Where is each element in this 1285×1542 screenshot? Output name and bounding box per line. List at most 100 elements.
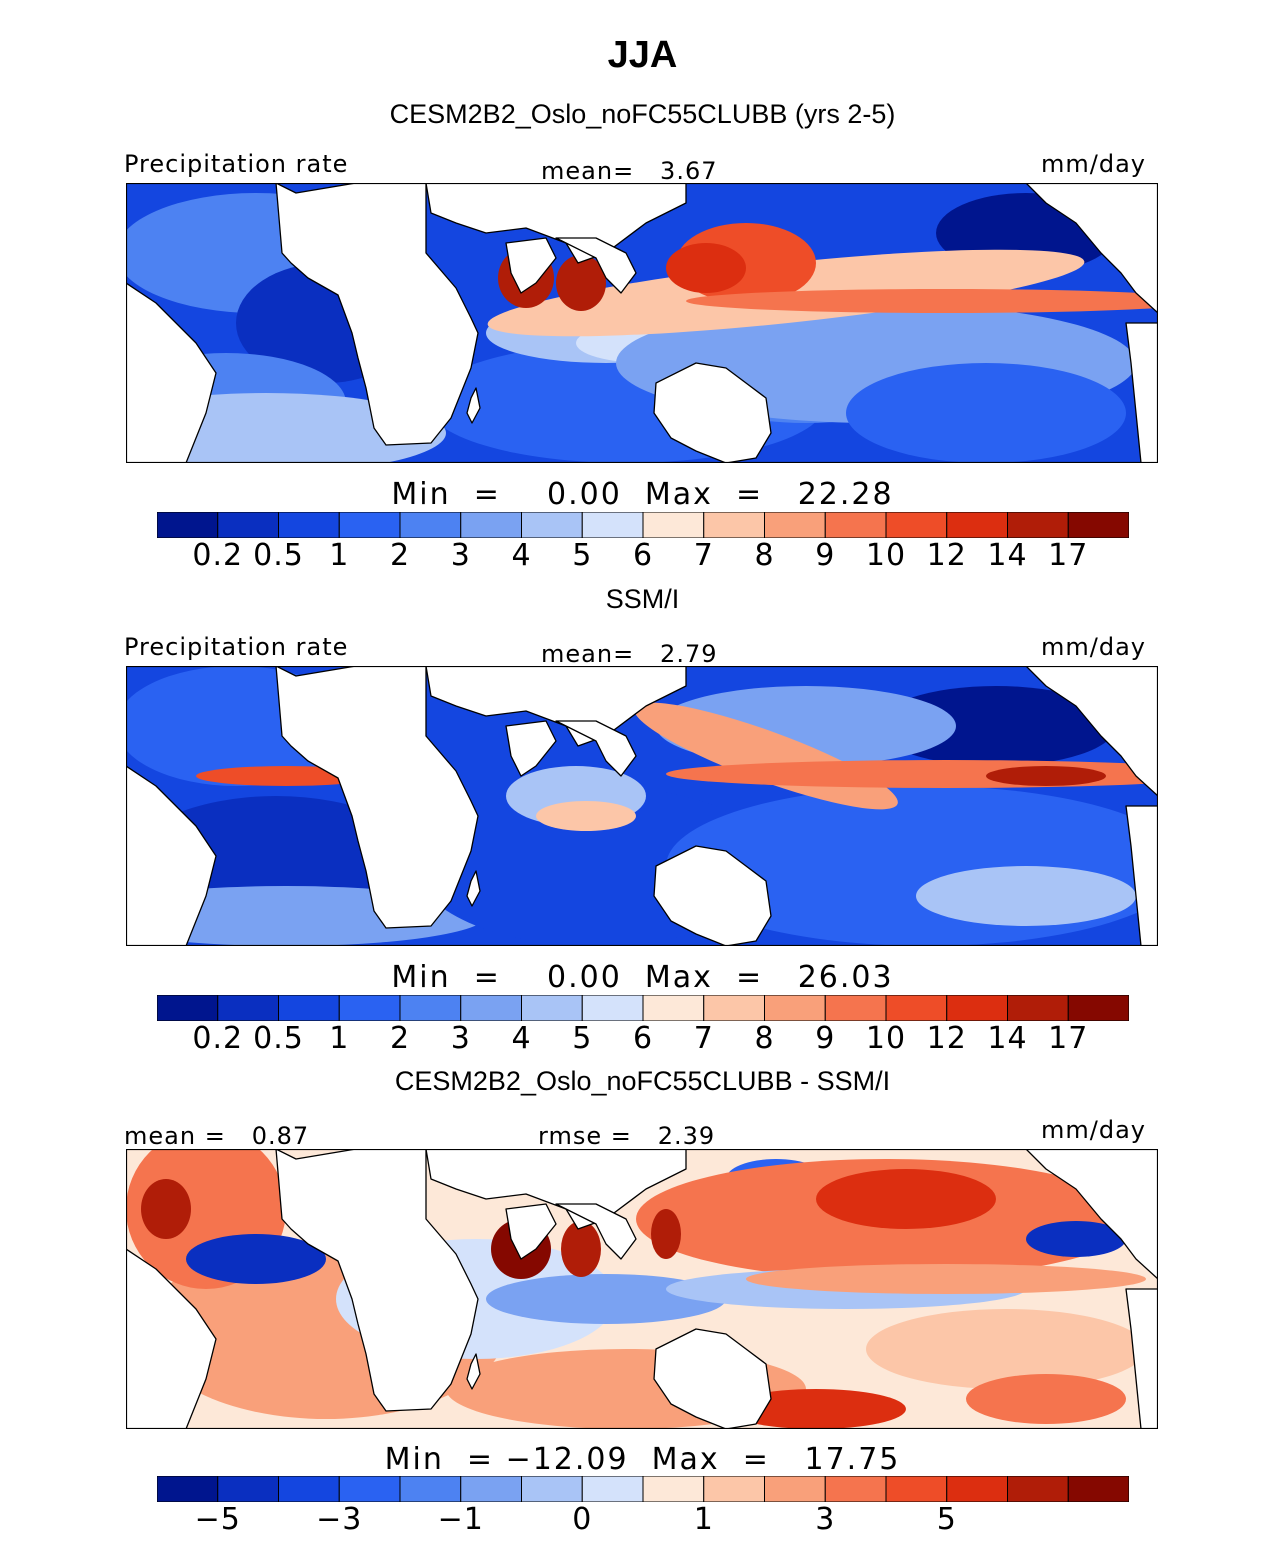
colorbar-swatch bbox=[521, 995, 583, 1021]
colorbar-tick-label: 3 bbox=[815, 1502, 836, 1537]
colorbar-tick-label: 0 bbox=[572, 1502, 593, 1537]
land-outline bbox=[126, 282, 217, 463]
panel-2-variable-label: Precipitation rate bbox=[124, 633, 349, 661]
panel-3-units-label: mm/day bbox=[1041, 1116, 1146, 1144]
land-outline bbox=[653, 362, 772, 463]
land-outline bbox=[505, 720, 557, 777]
land-outline bbox=[466, 1353, 481, 1390]
colorbar-tick-label: 0.5 bbox=[253, 538, 304, 573]
colorbar-swatch bbox=[946, 512, 1008, 538]
panel-3-title: CESM2B2_Oslo_noFC55CLUBB - SSM/I bbox=[394, 1066, 891, 1096]
colorbar-swatch bbox=[581, 512, 644, 538]
panel-3-rmse-label: rmse = 2.39 bbox=[538, 1122, 716, 1150]
panel-3-colorbar-ticks: −5 −3 −1 0 1 3 5 bbox=[157, 1502, 1129, 1542]
precip-contour bbox=[846, 363, 1126, 463]
colorbar-tick-label: 3 bbox=[450, 1021, 471, 1056]
colorbar-tick-label: −5 bbox=[194, 1502, 241, 1537]
land-outline bbox=[1025, 183, 1158, 314]
colorbar-swatch bbox=[157, 995, 219, 1021]
panel-3-map bbox=[126, 1149, 1158, 1429]
colorbar-tick-label: 4 bbox=[511, 1021, 532, 1056]
colorbar-swatch bbox=[521, 1476, 583, 1502]
colorbar-swatch bbox=[703, 995, 765, 1021]
precip-contour bbox=[876, 686, 1116, 766]
colorbar-swatch bbox=[642, 1476, 705, 1502]
colorbar-tick-label: 6 bbox=[632, 538, 654, 573]
colorbar-tick-label: 5 bbox=[572, 538, 593, 573]
colorbar-tick-label: 10 bbox=[865, 538, 907, 573]
land-outline bbox=[126, 765, 217, 946]
land-outline bbox=[275, 1149, 479, 1412]
colorbar-tick-label: −3 bbox=[316, 1502, 363, 1537]
colorbar-swatch bbox=[764, 995, 826, 1021]
colorbar-tick-label: 7 bbox=[693, 1021, 714, 1056]
colorbar-tick-label: 9 bbox=[815, 1021, 836, 1056]
colorbar-tick-label: 8 bbox=[754, 538, 775, 573]
panel-1-colorbar-ticks: 0.2 0.5 1 2 3 4 5 6 7 8 9 10 12 14 17 bbox=[157, 538, 1129, 578]
colorbar-tick-label: 0.2 bbox=[192, 1021, 244, 1056]
colorbar-swatch bbox=[460, 512, 522, 538]
colorbar-swatch bbox=[157, 512, 219, 538]
precip-contour bbox=[816, 1169, 996, 1229]
colorbar-tick-label: 0.2 bbox=[192, 538, 244, 573]
precip-contour bbox=[866, 1309, 1146, 1389]
colorbar-swatch bbox=[338, 1476, 401, 1502]
precip-contour bbox=[666, 243, 746, 293]
colorbar-swatch bbox=[764, 1476, 826, 1502]
colorbar-tick-label: 2 bbox=[389, 538, 411, 573]
land-outline bbox=[1125, 805, 1158, 946]
land-outline bbox=[555, 720, 637, 777]
panel-1-colorbar bbox=[157, 512, 1129, 538]
land-outline bbox=[1025, 1149, 1158, 1280]
colorbar-tick-label: 12 bbox=[926, 538, 967, 573]
panel-2-colorbar bbox=[157, 995, 1129, 1021]
panel-2-units-label: mm/day bbox=[1041, 633, 1146, 661]
colorbar-swatch bbox=[217, 512, 279, 538]
land-outline bbox=[1125, 1288, 1158, 1429]
colorbar-swatch bbox=[338, 995, 401, 1021]
precip-contour bbox=[486, 1274, 726, 1324]
panel-1-title: CESM2B2_Oslo_noFC55CLUBB (yrs 2-5) bbox=[389, 99, 896, 129]
precip-contour bbox=[561, 1221, 601, 1277]
land-outline bbox=[1125, 322, 1158, 463]
colorbar-tick-label: 14 bbox=[987, 1021, 1028, 1056]
figure-title: JJA bbox=[607, 34, 678, 76]
precip-contour bbox=[536, 801, 636, 831]
land-outline bbox=[466, 870, 481, 907]
land-outline bbox=[425, 1149, 687, 1230]
colorbar-swatch bbox=[1007, 512, 1069, 538]
colorbar-tick-label: 5 bbox=[936, 1502, 957, 1537]
colorbar-tick-label: 10 bbox=[865, 1021, 907, 1056]
colorbar-swatch bbox=[764, 512, 826, 538]
precip-contour bbox=[651, 1209, 681, 1259]
colorbar-tick-label: 1 bbox=[693, 1502, 714, 1537]
precip-contour bbox=[686, 289, 1158, 313]
map-frame bbox=[126, 666, 1158, 946]
colorbar-swatch bbox=[824, 512, 887, 538]
colorbar-tick-label: 7 bbox=[693, 538, 714, 573]
colorbar-swatch bbox=[885, 512, 948, 538]
colorbar-swatch bbox=[338, 512, 401, 538]
colorbar-swatch bbox=[278, 995, 340, 1021]
land-outline bbox=[425, 666, 687, 747]
precip-contour bbox=[746, 1264, 1146, 1294]
colorbar-swatch bbox=[217, 995, 279, 1021]
colorbar-tick-label: 8 bbox=[754, 1021, 775, 1056]
colorbar-tick-label: 1 bbox=[329, 1021, 350, 1056]
colorbar-swatch bbox=[946, 995, 1008, 1021]
colorbar-swatch bbox=[885, 995, 948, 1021]
colorbar-tick-label: 2 bbox=[389, 1021, 411, 1056]
panel-1-map bbox=[126, 183, 1158, 463]
colorbar-tick-label: 0.5 bbox=[253, 1021, 304, 1056]
colorbar-swatch bbox=[1067, 1476, 1129, 1502]
precip-contour bbox=[986, 766, 1106, 786]
colorbar-swatch bbox=[399, 995, 462, 1021]
colorbar-swatch bbox=[278, 512, 340, 538]
land-outline bbox=[275, 183, 479, 446]
panel-3-mean-label: mean = 0.87 bbox=[124, 1122, 310, 1150]
panel-3-colorbar bbox=[157, 1476, 1129, 1502]
colorbar-swatch bbox=[824, 995, 887, 1021]
colorbar-swatch bbox=[946, 1476, 1008, 1502]
colorbar-swatch bbox=[581, 995, 644, 1021]
panel-2-title: SSM/I bbox=[605, 584, 680, 614]
